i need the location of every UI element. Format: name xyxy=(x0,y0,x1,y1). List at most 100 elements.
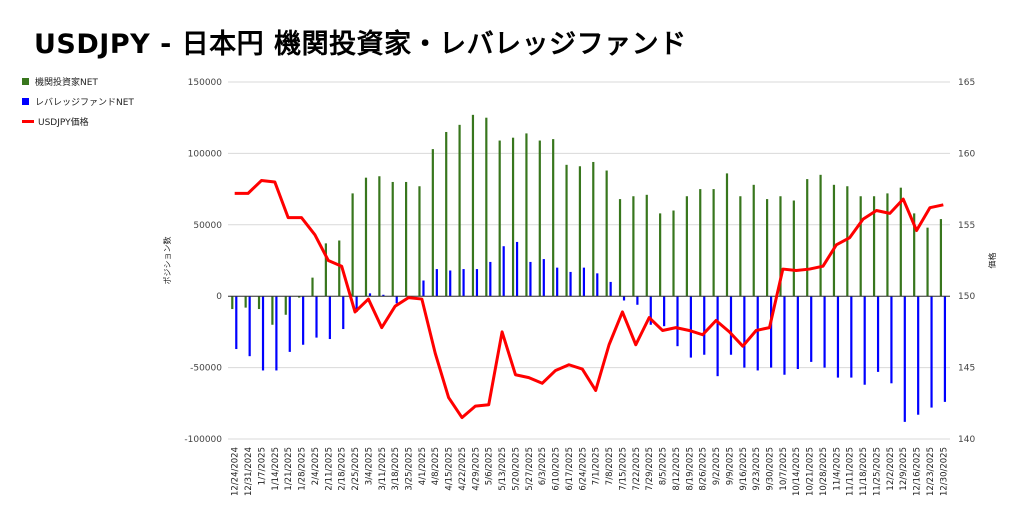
bar-institutional xyxy=(351,193,354,297)
bar-leveraged xyxy=(515,241,519,297)
y2-tick-label: 140 xyxy=(958,435,975,445)
x-tick-label: 12/31/2024 xyxy=(244,447,254,496)
legend-item-leveraged: レバレッジファンドNET xyxy=(22,95,134,108)
x-tick-label: 12/2/2025 xyxy=(886,447,896,491)
bar-institutional xyxy=(766,199,769,297)
bar-leveraged xyxy=(382,294,385,297)
x-tick-label: 9/9/2025 xyxy=(725,447,735,485)
bar-leveraged xyxy=(930,296,933,408)
y2-axis-label: 価格 xyxy=(987,253,997,269)
bar-institutional xyxy=(244,296,247,308)
x-tick-label: 2/25/2025 xyxy=(351,447,361,491)
y-tick-label: 0 xyxy=(216,292,222,302)
chart-title: USDJPY - 日本円 機関投資家・レバレッジファンド xyxy=(34,29,687,60)
bar-institutional xyxy=(525,133,528,297)
bar-institutional xyxy=(792,200,795,297)
bar-institutional xyxy=(712,189,715,297)
x-tick-label: 7/29/2025 xyxy=(645,447,655,491)
x-tick-label: 6/3/2025 xyxy=(538,447,548,485)
bar-institutional xyxy=(284,296,287,315)
x-tick-label: 6/17/2025 xyxy=(565,447,575,491)
x-tick-label: 5/6/2025 xyxy=(485,447,495,485)
bar-leveraged xyxy=(917,296,920,415)
bar-leveraged xyxy=(903,296,906,422)
bar-institutional xyxy=(391,181,394,297)
x-tick-label: 9/2/2025 xyxy=(712,447,722,485)
bar-leveraged xyxy=(756,296,759,371)
bar-institutional xyxy=(405,181,408,297)
bar-institutional xyxy=(899,187,902,297)
bar-institutional xyxy=(498,140,501,297)
bar-leveraged xyxy=(395,296,398,304)
bar-institutional xyxy=(364,177,368,297)
y-tick-label: 50000 xyxy=(193,221,222,231)
bar-institutional xyxy=(832,184,836,297)
bar-institutional xyxy=(605,170,608,297)
bar-institutional xyxy=(298,296,301,298)
x-tick-label: 7/22/2025 xyxy=(632,447,642,491)
bar-leveraged xyxy=(529,261,532,297)
bar-institutional xyxy=(538,140,541,297)
bar-institutional xyxy=(859,196,862,297)
price-line xyxy=(234,179,944,420)
bar-institutional xyxy=(578,166,582,297)
bar-leveraged xyxy=(810,296,813,362)
legend-swatch xyxy=(22,98,29,105)
bar-leveraged xyxy=(663,296,666,327)
bar-institutional xyxy=(445,131,448,297)
y2-tick-label: 160 xyxy=(958,149,975,159)
bar-leveraged xyxy=(582,267,586,297)
x-tick-label: 9/16/2025 xyxy=(739,447,749,491)
x-tick-label: 8/5/2025 xyxy=(659,447,669,485)
bar-leveraged xyxy=(943,296,947,402)
bar-leveraged xyxy=(569,271,572,297)
bar-institutional xyxy=(846,186,849,297)
x-tick-label: 10/21/2025 xyxy=(806,447,816,496)
bar-leveraged xyxy=(435,269,438,297)
bar-institutional xyxy=(418,186,421,297)
y-tick-label: -100000 xyxy=(184,435,222,445)
bar-leveraged xyxy=(850,296,853,378)
bar-leveraged xyxy=(770,296,773,368)
x-tick-label: 1/14/2025 xyxy=(271,447,281,491)
legend-item-institutional: 機関投資家NET xyxy=(22,75,98,88)
x-tick-label: 3/11/2025 xyxy=(378,447,388,491)
bar-leveraged xyxy=(609,281,612,297)
bar-leveraged xyxy=(876,296,880,372)
x-tick-label: 1/21/2025 xyxy=(284,447,294,491)
bar-institutional xyxy=(779,196,782,297)
x-tick-label: 12/9/2025 xyxy=(899,447,909,491)
x-tick-label: 8/19/2025 xyxy=(685,447,695,491)
x-tick-label: 7/1/2025 xyxy=(592,447,602,485)
x-tick-label: 10/14/2025 xyxy=(792,447,802,496)
bar-institutional xyxy=(311,277,314,297)
bar-leveraged xyxy=(342,296,345,330)
bar-leveraged xyxy=(368,293,372,297)
bar-leveraged xyxy=(649,296,652,325)
bar-institutional xyxy=(913,213,916,297)
x-tick-label: 2/18/2025 xyxy=(338,447,348,491)
x-tick-label: 4/29/2025 xyxy=(471,447,481,491)
x-tick-label: 4/15/2025 xyxy=(445,447,455,491)
bar-leveraged xyxy=(823,296,826,368)
legend-swatch xyxy=(22,120,34,123)
y-tick-label: -50000 xyxy=(190,364,222,374)
x-tick-label: 9/23/2025 xyxy=(752,447,762,491)
x-tick-label: 3/18/2025 xyxy=(391,447,401,491)
bar-leveraged xyxy=(475,269,479,297)
bar-leveraged xyxy=(676,296,679,347)
x-tick-label: 5/20/2025 xyxy=(511,447,521,491)
bar-institutional xyxy=(552,139,555,297)
x-tick-label: 12/16/2025 xyxy=(913,447,923,496)
legend-label: レバレッジファンドNET xyxy=(35,98,134,108)
x-tick-label: 12/30/2025 xyxy=(939,447,949,496)
bar-institutional xyxy=(725,173,729,297)
bar-institutional xyxy=(485,117,488,297)
x-tick-label: 8/26/2025 xyxy=(699,447,709,491)
x-tick-label: 12/23/2025 xyxy=(926,447,936,496)
bar-leveraged xyxy=(462,269,465,297)
y2-tick-label: 155 xyxy=(958,221,975,231)
x-tick-label: 4/8/2025 xyxy=(431,447,441,485)
